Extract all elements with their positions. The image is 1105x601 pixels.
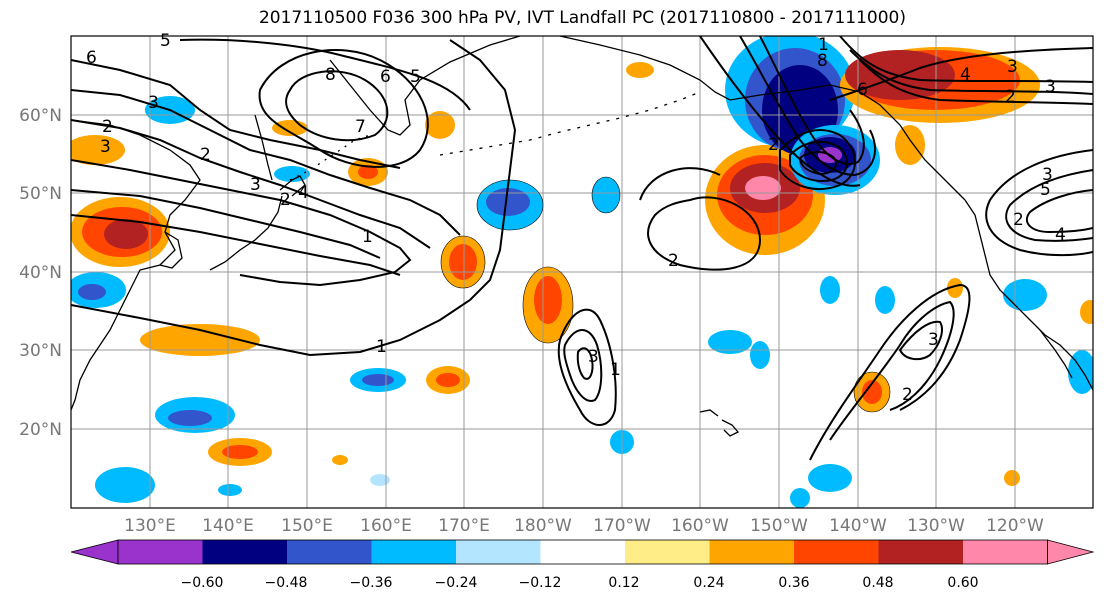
- lon-label: 140°W: [829, 516, 887, 536]
- contour-label: 2: [200, 145, 211, 165]
- contour-label: 1: [362, 227, 373, 247]
- lat-label: 20°N: [19, 420, 62, 440]
- colorbar-extend-high: [1047, 539, 1095, 565]
- lon-label: 170°W: [593, 516, 651, 536]
- contour-label: 3: [148, 93, 159, 113]
- lon-label: 170°E: [438, 516, 490, 536]
- colorbar-segment: [287, 540, 372, 564]
- lat-label: 60°N: [19, 106, 62, 126]
- lon-label: 130°W: [907, 516, 965, 536]
- contour-label: 4: [298, 183, 309, 203]
- contour-label: 4: [1055, 225, 1066, 245]
- map-frame: [70, 35, 1094, 509]
- contour-label: 2: [102, 117, 113, 137]
- colorbar-tick-label: −0.24: [435, 575, 478, 591]
- contour-label: 8: [325, 65, 336, 85]
- contour-label: 2: [280, 190, 291, 210]
- contour-label: 3: [250, 175, 261, 195]
- colorbar-segment: [709, 540, 795, 564]
- contour-label: 6: [857, 80, 868, 100]
- lat-label: 30°N: [19, 341, 62, 361]
- colorbar-segment: [878, 540, 964, 564]
- contour-label: 1: [610, 360, 621, 380]
- contour-label: 5: [160, 31, 171, 51]
- contour-label: 6: [86, 48, 97, 68]
- lat-label: 40°N: [19, 263, 62, 283]
- colorbar-tick-label: 0.24: [693, 575, 724, 591]
- contour-label: 5: [410, 67, 421, 87]
- contour-label: 2: [1013, 210, 1024, 230]
- colorbar-tick-label: −0.12: [519, 575, 562, 591]
- contour-label: 2: [668, 251, 679, 271]
- colorbar-tick-label: 0.48: [862, 575, 893, 591]
- colorbar-tick-label: 0.12: [608, 575, 639, 591]
- lon-label: 140°E: [202, 516, 254, 536]
- contour-label: 3: [1007, 57, 1018, 77]
- lon-label: 150°W: [750, 516, 808, 536]
- contour-label: 6: [380, 67, 391, 87]
- graticule: [71, 36, 1093, 508]
- colorbar-tick-label: −0.60: [181, 575, 224, 591]
- lon-label: 120°W: [986, 516, 1044, 536]
- contour-labels: 6 5 8 6 5 3 2 7 3 2 3 4 2 1 2 1 3 1 2 8 …: [86, 31, 1066, 405]
- longitude-labels: 130°E 140°E 150°E 160°E 170°E 180°W 170°…: [124, 516, 1044, 536]
- colorbar-tick-label: −0.36: [350, 575, 393, 591]
- colorbar-extend-low: [70, 539, 119, 565]
- contour-label: 2: [1005, 87, 1016, 107]
- colorbar-tick-label: −0.48: [265, 575, 308, 591]
- contour-label: 3: [100, 137, 111, 157]
- ivt-contours: [71, 36, 1093, 461]
- map-title: 2017110500 F036 300 hPa PV, IVT Landfall…: [258, 8, 906, 28]
- colorbar-tick-label: 0.36: [778, 575, 809, 591]
- lon-label: 150°E: [281, 516, 333, 536]
- colorbar-segment: [371, 540, 457, 564]
- contour-label: 2: [768, 135, 779, 155]
- contour-label: 1: [818, 35, 829, 55]
- contour-label: 5: [1040, 180, 1051, 200]
- latitude-labels: 60°N 50°N 40°N 30°N 20°N: [19, 106, 62, 440]
- lon-label: 130°E: [124, 516, 176, 536]
- colorbar-frame: [117, 539, 1048, 565]
- lon-label: 160°E: [360, 516, 412, 536]
- contour-label: 2: [902, 385, 913, 405]
- colorbar-segment: [963, 540, 1048, 564]
- colorbar-segment: [625, 540, 710, 564]
- contour-label: 7: [355, 117, 366, 137]
- contour-label: 3: [928, 330, 939, 350]
- colorbar: [70, 539, 1095, 565]
- contour-label: 1: [376, 337, 387, 357]
- lon-label: 180°W: [514, 516, 572, 536]
- colorbar-segment: [540, 540, 626, 564]
- lon-label: 160°W: [671, 516, 729, 536]
- contour-label: 8: [817, 51, 828, 71]
- colorbar-tick-label: 0.60: [947, 575, 978, 591]
- lat-label: 50°N: [19, 184, 62, 204]
- contour-label: 3: [1045, 77, 1056, 97]
- colorbar-segment: [118, 540, 203, 564]
- contour-label: 3: [1042, 165, 1053, 185]
- colorbar-segment: [456, 540, 541, 564]
- contour-label: 3: [588, 347, 599, 367]
- coastlines: [71, 36, 1093, 437]
- colorbar-ticks: −0.60 −0.48 −0.36 −0.24 −0.12 0.12 0.24 …: [181, 575, 979, 591]
- colorbar-segment: [202, 540, 288, 564]
- colorbar-segment: [794, 540, 879, 564]
- pv-outline-patches: [440, 176, 891, 413]
- contour-label: 4: [960, 65, 971, 85]
